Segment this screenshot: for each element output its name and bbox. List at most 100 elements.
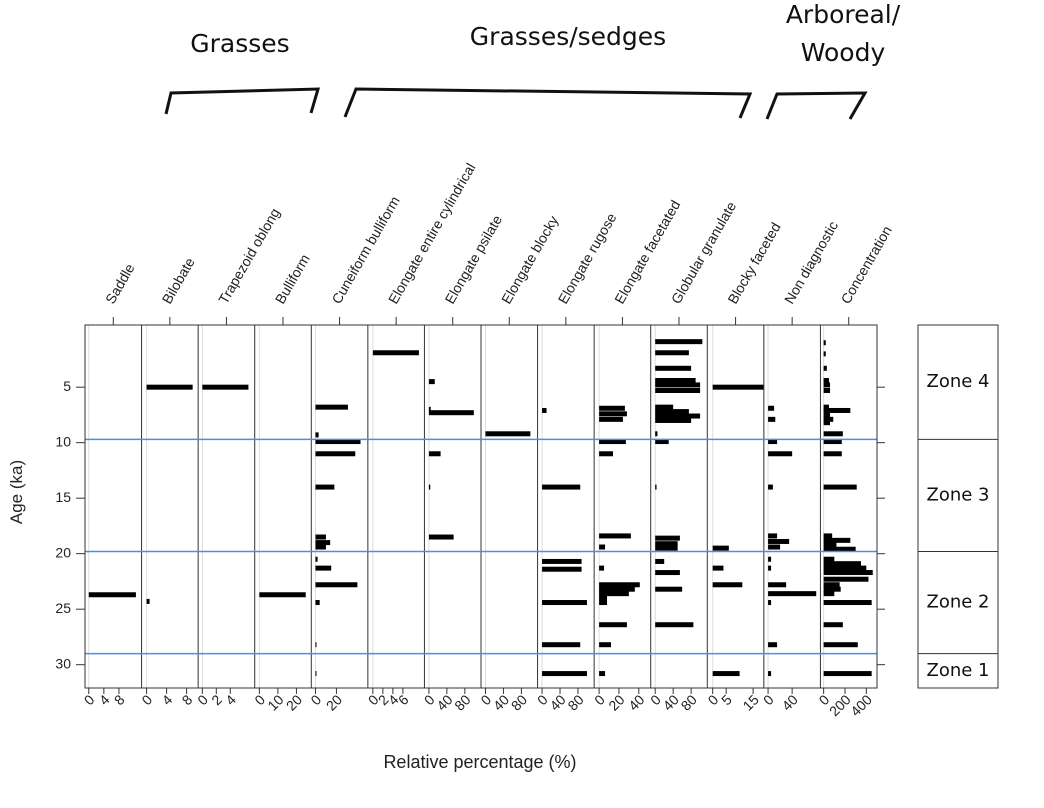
bar — [599, 595, 608, 601]
zone-label: Zone 3 — [927, 484, 990, 505]
y-tick-label: 25 — [55, 600, 71, 616]
column-header: Bilobate — [159, 255, 198, 307]
bar — [655, 484, 657, 490]
bar — [823, 533, 833, 539]
x-tick-label: 80 — [678, 691, 700, 713]
bar — [655, 439, 669, 445]
bar — [315, 404, 348, 410]
group-label: Woody — [801, 38, 886, 67]
bracket — [343, 87, 753, 119]
y-tick-label: 15 — [55, 489, 71, 505]
bar — [823, 416, 834, 422]
bar — [428, 534, 454, 540]
bar — [823, 561, 861, 567]
y-axis-title: Age (ka) — [7, 460, 26, 524]
bar — [599, 544, 606, 550]
bar — [823, 576, 869, 582]
zone-label: Zone 1 — [927, 660, 990, 681]
bar — [823, 378, 829, 384]
bar — [823, 365, 827, 371]
bar — [599, 405, 625, 411]
bar — [655, 378, 696, 384]
x-tick-label: 80 — [451, 691, 473, 713]
bar — [655, 535, 680, 541]
bar — [823, 412, 831, 418]
bracket — [765, 91, 868, 120]
bar — [823, 642, 858, 648]
bar — [823, 340, 826, 346]
x-tick-label: 40 — [779, 691, 801, 713]
bar — [823, 546, 856, 552]
bracket — [164, 87, 321, 115]
bar — [823, 382, 831, 388]
bar — [712, 565, 724, 571]
bar — [768, 451, 793, 457]
bar — [542, 671, 587, 677]
bar — [599, 416, 623, 422]
bar — [823, 439, 842, 445]
column-header: Elongate blocky — [498, 213, 561, 307]
zone-label: Zone 4 — [927, 371, 990, 392]
bar — [655, 387, 701, 393]
bar — [315, 556, 318, 562]
bar — [372, 350, 419, 356]
column-header: Bulliform — [272, 251, 313, 306]
bar — [655, 365, 692, 371]
bar — [315, 451, 356, 457]
column-header: Saddle — [102, 261, 138, 307]
bar — [259, 592, 306, 598]
bar — [542, 484, 581, 490]
column-header: Non diagnostic — [781, 218, 841, 306]
bar — [599, 533, 631, 539]
column-header: Concentration — [837, 223, 894, 306]
bar — [315, 600, 320, 606]
bar — [768, 591, 817, 597]
bar — [823, 591, 835, 597]
plot-frame — [84, 324, 878, 689]
bar — [599, 600, 608, 606]
column-header: Elongate rugose — [555, 210, 620, 306]
bar — [599, 642, 612, 648]
bar — [823, 351, 826, 357]
zone-label: Zone 2 — [927, 592, 990, 613]
bar — [428, 406, 431, 412]
bar — [655, 413, 701, 419]
bar — [599, 565, 605, 571]
group-brackets — [164, 87, 868, 120]
bar — [599, 582, 640, 588]
bar — [655, 622, 694, 628]
bar — [823, 431, 843, 437]
bar — [823, 407, 851, 413]
bar — [768, 405, 775, 411]
bar — [768, 538, 790, 544]
column-header: Trapezoid oblong — [215, 205, 283, 306]
bar — [712, 384, 764, 390]
bar — [768, 600, 772, 606]
bar — [768, 565, 772, 571]
bar — [315, 565, 332, 571]
bar — [823, 451, 842, 457]
bar — [599, 591, 629, 597]
x-tick-label: 80 — [564, 691, 586, 713]
bar — [823, 671, 872, 677]
bar — [88, 592, 136, 598]
bar — [428, 484, 431, 490]
bar — [823, 565, 867, 571]
bar — [768, 439, 778, 445]
bar — [542, 558, 582, 564]
bar — [428, 451, 441, 457]
y-tick-label: 10 — [55, 433, 71, 449]
bar — [542, 600, 587, 606]
group-label: Arboreal/ — [786, 0, 901, 29]
bar — [823, 586, 841, 592]
x-tick-label: 80 — [508, 691, 530, 713]
bar — [655, 382, 701, 388]
bar — [485, 431, 531, 437]
bar — [599, 451, 613, 457]
bar — [712, 671, 740, 677]
bar — [315, 642, 317, 648]
bar — [655, 350, 689, 356]
bar — [599, 586, 635, 592]
group-label: Grasses/sedges — [470, 22, 666, 51]
